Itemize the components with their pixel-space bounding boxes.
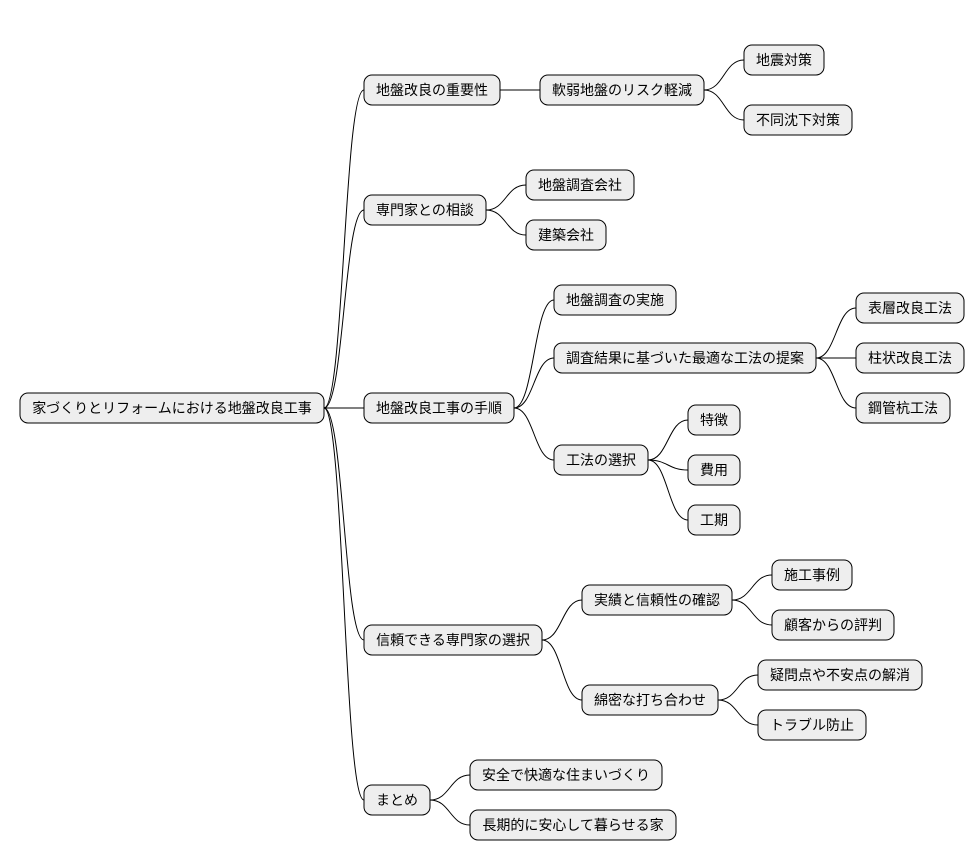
mindmap-node: 地盤改良の重要性 (364, 75, 500, 105)
node-label: 費用 (700, 462, 728, 478)
mindmap-node: トラブル防止 (758, 710, 866, 740)
node-label: まとめ (376, 792, 418, 808)
node-label: 信頼できる専門家の選択 (376, 632, 530, 648)
node-label: 地震対策 (756, 52, 812, 68)
mindmap-node: まとめ (364, 785, 430, 815)
mindmap-node: 工法の選択 (554, 445, 648, 475)
mindmap-edge (430, 775, 470, 800)
mindmap-edge (718, 675, 758, 700)
mindmap-edge (732, 575, 772, 600)
mindmap-node: 柱状改良工法 (856, 343, 964, 373)
mindmap-edge (718, 700, 758, 725)
node-label: 地盤調査会社 (538, 177, 622, 193)
mindmap-node: 信頼できる専門家の選択 (364, 625, 542, 655)
mindmap-edge (324, 408, 364, 800)
node-label: 工期 (700, 512, 728, 528)
mindmap-node: 地盤改良工事の手順 (364, 393, 514, 423)
node-label: トラブル防止 (770, 717, 854, 733)
mindmap-edge (732, 600, 772, 625)
node-label: 綿密な打ち合わせ (594, 692, 706, 708)
node-label: 安全で快適な住まいづくり (482, 767, 650, 783)
node-label: 調査結果に基づいた最適な工法の提案 (566, 350, 804, 366)
node-label: 地盤改良工事の手順 (376, 400, 502, 416)
mindmap-edge (514, 358, 554, 408)
mindmap-node: 調査結果に基づいた最適な工法の提案 (554, 343, 816, 373)
mindmap-edge (704, 90, 744, 120)
node-label: 長期的に安心して暮らせる家 (482, 817, 663, 833)
mindmap-edge (704, 60, 744, 90)
mindmap-edge (648, 460, 688, 520)
node-label: 建築会社 (538, 227, 594, 243)
node-label: 表層改良工法 (868, 300, 952, 316)
mindmap-node: 安全で快適な住まいづくり (470, 760, 662, 790)
mindmap-edge (486, 185, 526, 210)
mindmap-node: 鋼管杭工法 (856, 393, 950, 423)
node-label: 家づくりとリフォームにおける地盤改良工事 (32, 400, 312, 416)
mindmap-edge (514, 408, 554, 460)
mindmap-edge (542, 600, 582, 640)
node-label: 専門家との相談 (376, 202, 474, 218)
node-label: 施工事例 (784, 567, 840, 583)
mindmap-edge (648, 420, 688, 460)
mindmap-node: 家づくりとリフォームにおける地盤改良工事 (20, 393, 324, 423)
mindmap-node: 費用 (688, 455, 740, 485)
mindmap-edge (324, 90, 364, 408)
mindmap-node: 長期的に安心して暮らせる家 (470, 810, 676, 840)
node-label: 柱状改良工法 (868, 350, 952, 366)
mindmap-node: 綿密な打ち合わせ (582, 685, 718, 715)
mindmap-node: 専門家との相談 (364, 195, 486, 225)
node-label: 鋼管杭工法 (868, 400, 938, 416)
mindmap-edge (816, 358, 856, 408)
node-label: 実績と信頼性の確認 (594, 592, 720, 608)
mindmap-node: 不同沈下対策 (744, 105, 852, 135)
mindmap-node: 建築会社 (526, 220, 606, 250)
mindmap-node: 地盤調査会社 (526, 170, 634, 200)
mindmap-node: 施工事例 (772, 560, 852, 590)
node-label: 工法の選択 (566, 452, 636, 468)
mindmap-edge (324, 210, 364, 408)
node-label: 顧客からの評判 (784, 617, 882, 633)
mindmap-edge (542, 640, 582, 700)
mindmap-node: 疑問点や不安点の解消 (758, 660, 922, 690)
mindmap-node: 実績と信頼性の確認 (582, 585, 732, 615)
mindmap-edge (486, 210, 526, 235)
mindmap-node: 軟弱地盤のリスク軽減 (540, 75, 704, 105)
mindmap-edge (816, 308, 856, 358)
mindmap-node: 顧客からの評判 (772, 610, 894, 640)
mindmap-edge (430, 800, 470, 825)
node-label: 地盤調査の実施 (566, 292, 664, 308)
node-label: 疑問点や不安点の解消 (770, 667, 910, 683)
mindmap-edge (514, 300, 554, 408)
mindmap-node: 地震対策 (744, 45, 824, 75)
mindmap-node: 地盤調査の実施 (554, 285, 676, 315)
mindmap-node: 表層改良工法 (856, 293, 964, 323)
mindmap-node: 特徴 (688, 405, 740, 435)
node-label: 地盤改良の重要性 (376, 82, 488, 98)
node-label: 軟弱地盤のリスク軽減 (552, 82, 692, 98)
node-label: 特徴 (700, 412, 728, 428)
node-label: 不同沈下対策 (756, 112, 840, 128)
mindmap-node: 工期 (688, 505, 740, 535)
